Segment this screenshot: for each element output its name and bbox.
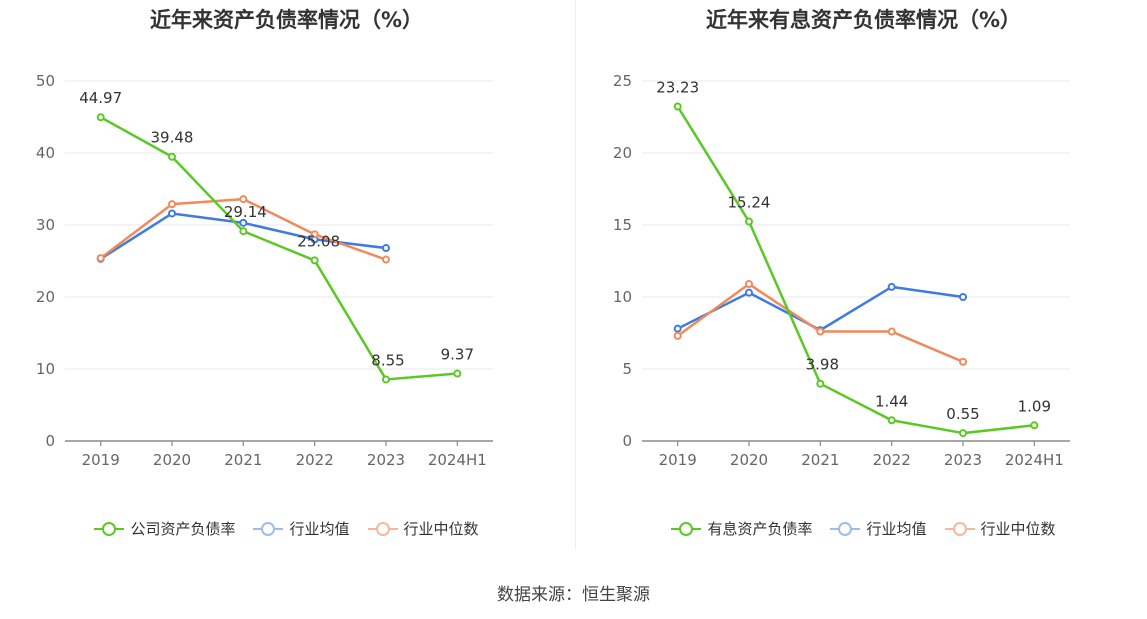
data-point: [959, 293, 967, 301]
data-label: 23.23: [656, 78, 699, 96]
data-label: 0.55: [946, 405, 979, 423]
y-tick-label: 10: [36, 360, 55, 378]
data-label: 39.48: [151, 129, 194, 147]
legend-label: 有息资产负债率: [707, 520, 813, 538]
x-tick-label: 2021: [224, 451, 262, 469]
y-tick-label: 50: [36, 72, 55, 90]
legend-line-icon: [94, 521, 125, 537]
x-tick-label: 2020: [153, 451, 191, 469]
data-point: [745, 217, 753, 226]
data-point: [673, 324, 682, 333]
data-point: [168, 152, 176, 161]
legend-line-icon: [944, 521, 975, 537]
y-tick-label: 25: [613, 72, 632, 90]
x-tick-label: 2024H1: [428, 451, 487, 469]
legend-item-industry-median[interactable]: 行业中位数: [367, 518, 479, 539]
data-point: [816, 379, 825, 388]
series-line: [677, 285, 964, 332]
data-point: [887, 282, 896, 291]
data-point: [887, 416, 896, 425]
y-tick-label: 5: [622, 360, 632, 378]
legend-item-industry-mean[interactable]: 行业均值: [830, 518, 927, 539]
data-label: 1.09: [1018, 397, 1051, 415]
data-point: [168, 209, 176, 218]
data-point: [310, 256, 319, 265]
x-tick-label: 2022: [296, 451, 334, 469]
data-point: [239, 227, 248, 236]
panel-divider: [575, 0, 576, 550]
data-point: [96, 254, 105, 263]
legend-item-company[interactable]: 有息资产负债率: [671, 518, 812, 539]
legend-item-industry-mean[interactable]: 行业均值: [253, 518, 350, 539]
y-tick-label: 10: [613, 288, 632, 306]
data-point: [959, 429, 967, 438]
y-tick-label: 20: [36, 288, 55, 306]
data-point: [1030, 421, 1039, 430]
legend-line-icon: [367, 521, 398, 537]
chart-legend: 有息资产负债率 行业均值 行业中位数: [577, 518, 1147, 539]
x-tick-label: 2023: [367, 451, 405, 469]
data-point: [745, 280, 753, 289]
x-tick-label: 2023: [944, 451, 982, 469]
data-label: 8.55: [371, 351, 404, 369]
y-tick-label: 0: [622, 432, 632, 450]
chart-panel-interest-bearing: 近年来有息资产负债率情况（%） 0 5 10 15 20 25 2019 2020 2021 20…: [577, 0, 1147, 560]
data-point: [310, 230, 319, 239]
data-label: 25.08: [297, 232, 340, 250]
data-source-note: 数据来源：恒生聚源: [497, 585, 650, 605]
legend-label: 行业中位数: [980, 520, 1056, 538]
x-tick-label: 2022: [873, 451, 911, 469]
data-label: 29.14: [224, 203, 267, 221]
y-tick-label: 15: [613, 216, 632, 234]
data-label: 44.97: [79, 89, 122, 107]
data-point: [96, 113, 105, 122]
y-tick-label: 30: [36, 216, 55, 234]
data-point: [382, 244, 390, 253]
data-point: [239, 218, 248, 227]
y-tick-label: 20: [613, 144, 632, 162]
data-point: [453, 369, 462, 378]
data-label: 1.44: [875, 392, 908, 410]
legend-line-icon: [671, 521, 702, 537]
data-point: [239, 195, 248, 204]
data-point: [673, 102, 682, 111]
x-tick-label: 2024H1: [1005, 451, 1064, 469]
chart-title: 近年来资产负债率情况（%）: [149, 8, 424, 32]
chart-title: 近年来有息资产负债率情况（%）: [705, 8, 1022, 32]
data-point: [959, 357, 967, 366]
x-tick-label: 2019: [659, 451, 697, 469]
x-tick-label: 2021: [801, 451, 839, 469]
legend-line-icon: [253, 521, 284, 537]
x-tick-label: 2019: [82, 451, 120, 469]
data-point: [168, 200, 176, 209]
legend-label: 行业中位数: [403, 520, 479, 538]
data-point: [745, 288, 753, 297]
line-chart-interest-bearing: 0 5 10 15 20 25 2019 2020 2021 2022 2023 2024H1 23.2…: [613, 72, 1070, 469]
legend-label: 公司资产负债率: [130, 520, 236, 538]
legend-item-industry-median[interactable]: 行业中位数: [944, 518, 1056, 539]
chart-legend: 公司资产负债率 行业均值 行业中位数: [0, 518, 573, 539]
legend-label: 行业均值: [866, 520, 927, 538]
y-tick-label: 0: [45, 432, 55, 450]
data-label: 3.98: [806, 356, 839, 374]
series-line: [676, 282, 964, 363]
data-point: [382, 255, 390, 264]
series-line: [100, 116, 458, 381]
line-chart-asset-liability: 0 10 20 30 40 50 2019 2020 2021 2022 2023 2024H1 44.…: [36, 72, 493, 469]
chart-panel-asset-liability: 近年来资产负债率情况（%） 0 10 20 30 40 50 2019 2020 2021 202…: [0, 0, 573, 560]
data-point: [816, 327, 825, 336]
data-label: 9.37: [441, 346, 474, 364]
data-point: [887, 327, 896, 336]
data-label: 15.24: [728, 194, 771, 212]
x-tick-label: 2020: [730, 451, 768, 469]
y-tick-label: 40: [36, 144, 55, 162]
legend-line-icon: [830, 521, 861, 537]
series-line: [676, 105, 1035, 435]
legend-label: 行业均值: [289, 520, 350, 538]
data-point: [673, 331, 682, 340]
data-point: [382, 375, 390, 384]
legend-item-company[interactable]: 公司资产负债率: [94, 518, 235, 539]
